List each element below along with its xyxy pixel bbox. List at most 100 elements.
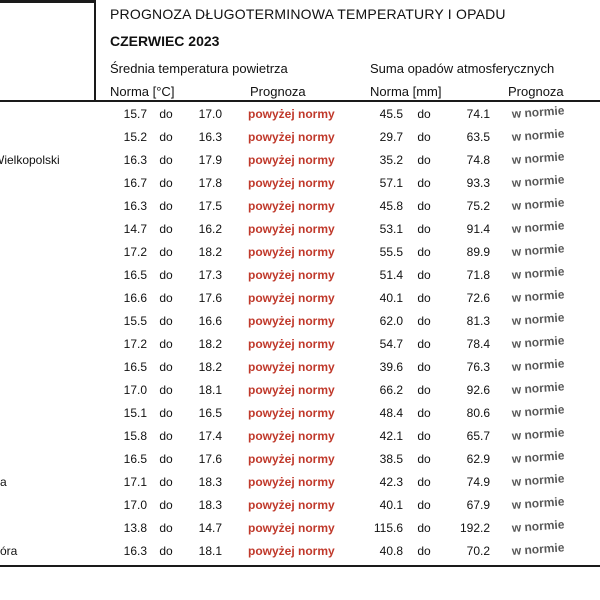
- city-label: a: [0, 471, 95, 494]
- precip-norm-low: 45.5: [379, 107, 403, 121]
- city-label: [0, 126, 95, 149]
- range-separator: do: [417, 406, 431, 420]
- table-row: 16.3 do 17.5 powyżej normy 45.8 do 75.2 w normi…: [0, 195, 600, 218]
- precip-norm-low: 42.1: [379, 429, 403, 443]
- temp-norm-high: 17.8: [198, 176, 222, 190]
- range-separator: do: [159, 521, 173, 535]
- range-separator: do: [417, 360, 431, 374]
- range-separator: do: [417, 222, 431, 236]
- range-separator: do: [159, 199, 173, 213]
- range-separator: do: [417, 245, 431, 259]
- precip-forecast-value: w normie: [490, 333, 600, 356]
- precip-norm-low: 35.2: [379, 153, 403, 167]
- precip-forecast-value: w normie: [490, 471, 600, 494]
- precip-norm-low: 54.7: [379, 337, 403, 351]
- precip-norm-low: 55.5: [379, 245, 403, 259]
- temperature-group-header: Średnia temperatura powietrza: [110, 61, 288, 76]
- precip-norm-low: 38.5: [379, 452, 403, 466]
- temp-forecast-value: powyżej normy: [248, 222, 335, 236]
- city-label: [0, 425, 95, 448]
- table-row: 13.8 do 14.7 powyżej normy 115.6 do 192.2 w nor…: [0, 517, 600, 540]
- precip-norm-high: 75.2: [466, 199, 490, 213]
- precip-forecast-value: w normie: [490, 218, 600, 241]
- precip-forecast-value: w normie: [490, 517, 600, 540]
- precip-norm-low: 40.8: [379, 544, 403, 558]
- range-separator: do: [159, 222, 173, 236]
- city-label: [0, 195, 95, 218]
- range-separator: do: [417, 452, 431, 466]
- temp-norm-low: 16.3: [123, 544, 147, 558]
- precip-norm-high: 93.3: [466, 176, 490, 190]
- temp-norm-low: 17.0: [123, 498, 147, 512]
- precip-forecast-value: w normie: [490, 287, 600, 310]
- table-bottom-line: [0, 565, 600, 567]
- table-row: 14.7 do 16.2 powyżej normy 53.1 do 91.4 w normi…: [0, 218, 600, 241]
- precip-norm-high: 65.7: [466, 429, 490, 443]
- city-label: [0, 333, 95, 356]
- temp-forecast-value: powyżej normy: [248, 245, 335, 259]
- precip-forecast-value: w normie: [490, 126, 600, 149]
- temp-forecast-value: powyżej normy: [248, 291, 335, 305]
- precip-norm-high: 192.2: [459, 521, 490, 535]
- precip-norm-high: 72.6: [466, 291, 490, 305]
- range-separator: do: [417, 383, 431, 397]
- range-separator: do: [159, 475, 173, 489]
- temp-norm-high: 18.2: [198, 245, 222, 259]
- range-separator: do: [417, 291, 431, 305]
- table-row: 17.2 do 18.2 powyżej normy 54.7 do 78.4 w normi…: [0, 333, 600, 356]
- range-separator: do: [159, 268, 173, 282]
- temp-norm-low: 17.2: [123, 337, 147, 351]
- precip-forecast-text: w normie: [511, 540, 565, 558]
- table-row: 16.5 do 17.3 powyżej normy 51.4 do 71.8 w normi…: [0, 264, 600, 287]
- city-label: [0, 241, 95, 264]
- city-label: [0, 310, 95, 333]
- range-separator: do: [417, 199, 431, 213]
- precip-forecast-value: w normie: [490, 310, 600, 333]
- range-separator: do: [159, 314, 173, 328]
- page-title: PROGNOZA DŁUGOTERMINOWA TEMPERATURY I OP…: [110, 6, 506, 22]
- forecast-month-title: CZERWIEC 2023: [110, 33, 220, 49]
- temp-norm-low: 16.7: [123, 176, 147, 190]
- range-separator: do: [417, 176, 431, 190]
- precip-norm-high: 63.5: [466, 130, 490, 144]
- range-separator: do: [159, 337, 173, 351]
- precip-norm-low: 40.1: [379, 498, 403, 512]
- temp-forecast-value: powyżej normy: [248, 475, 335, 489]
- precip-norm-high: 92.6: [466, 383, 490, 397]
- range-separator: do: [159, 176, 173, 190]
- precip-norm-low: 57.1: [379, 176, 403, 190]
- header-separator-line: [0, 100, 600, 102]
- temp-norm-low: 15.2: [123, 130, 147, 144]
- precip-norm-low: 39.6: [379, 360, 403, 374]
- temp-forecast-value: powyżej normy: [248, 429, 335, 443]
- range-separator: do: [159, 544, 173, 558]
- range-separator: do: [159, 383, 173, 397]
- precip-norm-low: 29.7: [379, 130, 403, 144]
- city-label: [0, 356, 95, 379]
- precip-norm-low: 45.8: [379, 199, 403, 213]
- temp-norm-low: 15.5: [123, 314, 147, 328]
- temp-forecast-value: powyżej normy: [248, 130, 335, 144]
- range-separator: do: [159, 498, 173, 512]
- temp-forecast-value: powyżej normy: [248, 314, 335, 328]
- precip-norm-low: 48.4: [379, 406, 403, 420]
- temp-norm-high: 18.3: [198, 498, 222, 512]
- precip-forecast-value: w normie: [490, 356, 600, 379]
- city-label: [0, 402, 95, 425]
- temp-norm-low: 16.3: [123, 153, 147, 167]
- temp-norm-high: 16.6: [198, 314, 222, 328]
- range-separator: do: [159, 153, 173, 167]
- city-label: Wielkopolski: [0, 149, 95, 172]
- precip-norm-low: 51.4: [379, 268, 403, 282]
- temp-norm-low: 16.3: [123, 199, 147, 213]
- precip-norm-high: 74.9: [466, 475, 490, 489]
- temp-forecast-value: powyżej normy: [248, 199, 335, 213]
- precip-forecast-value: w normie: [490, 241, 600, 264]
- range-separator: do: [417, 314, 431, 328]
- range-separator: do: [159, 130, 173, 144]
- precip-norm-high: 70.2: [466, 544, 490, 558]
- city-label: óra: [0, 540, 95, 563]
- precip-forecast-value: w normie: [490, 172, 600, 195]
- range-separator: do: [417, 130, 431, 144]
